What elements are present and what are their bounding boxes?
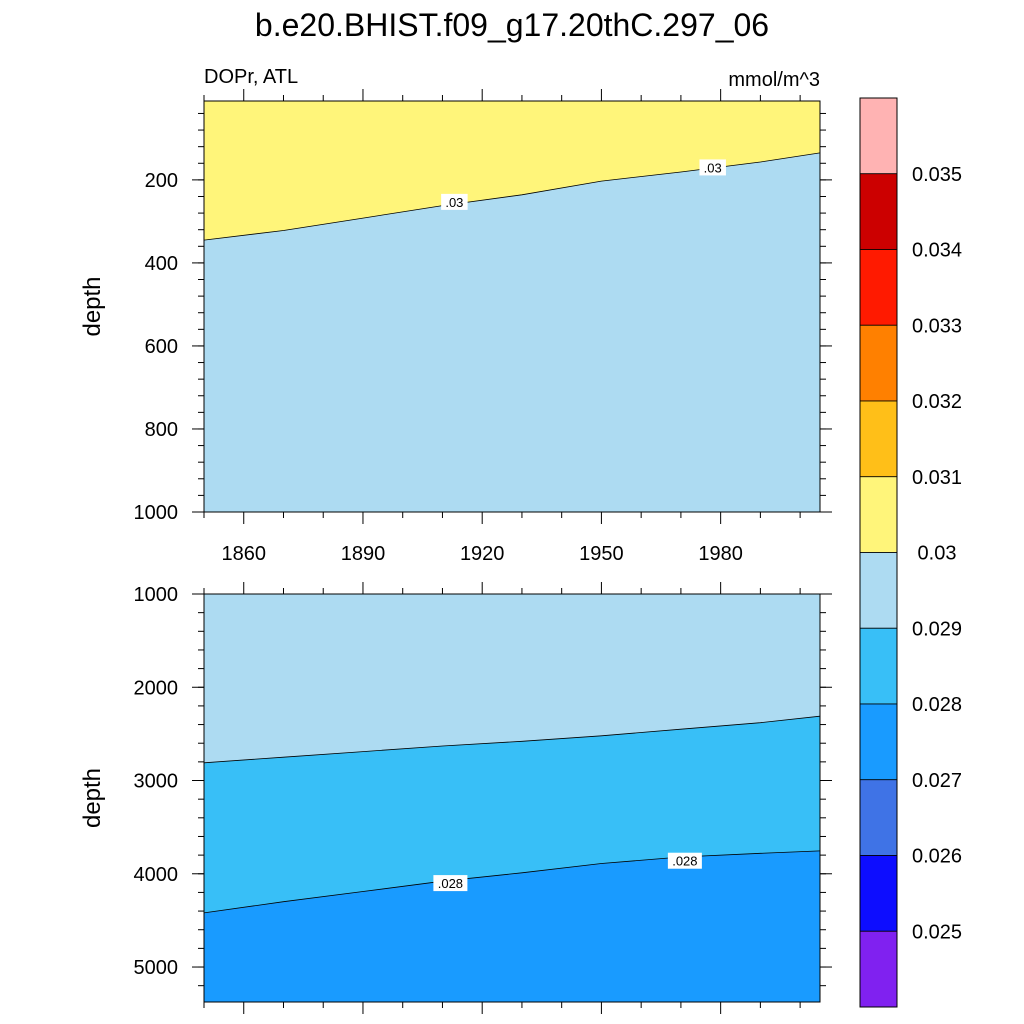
colorbar-swatch	[859, 930, 898, 1008]
x-tick-label: 1890	[341, 543, 386, 565]
contour-label: .03	[704, 160, 722, 175]
y-tick-label: 4000	[134, 864, 179, 886]
colorbar-label: 0.029	[912, 618, 962, 640]
y-axis-label: depth	[79, 768, 106, 828]
contour-label: .028	[672, 854, 697, 869]
contour-region-0.028	[204, 850, 820, 1002]
colorbar-swatch	[859, 173, 898, 250]
colorbar-label: 0.035	[912, 164, 962, 186]
colorbar-label: 0.026	[912, 846, 962, 868]
colorbar-swatch	[859, 476, 898, 553]
colorbar-swatch	[859, 97, 898, 175]
contour-line-0.028	[204, 850, 820, 914]
colorbar-label: 0.028	[912, 694, 962, 716]
contour-label-box	[433, 875, 468, 892]
colorbar-swatch	[859, 324, 898, 402]
colorbar-label: 0.03	[918, 543, 957, 565]
x-tick-label: 1980	[698, 543, 743, 565]
y-tick-label: 1000	[134, 584, 179, 606]
x-tick-label: 1920	[460, 543, 505, 565]
lower-depth-panel: .028 .028 1000 2000 3000 4000 5000 depth	[79, 582, 832, 1014]
contour-fills	[204, 594, 820, 1002]
units-label: mmol/m^3	[728, 69, 820, 91]
colorbar-swatch	[859, 552, 898, 629]
contour-line-0.03	[204, 152, 820, 241]
colorbar-label: 0.033	[912, 315, 962, 337]
y-tick-label: 3000	[134, 771, 179, 793]
plot-frame	[203, 593, 821, 1003]
colorbar-swatch	[859, 779, 898, 856]
plot-frame	[203, 100, 821, 513]
y-axis-label: depth	[79, 276, 106, 336]
contour-label: .03	[445, 195, 463, 210]
colorbar-label: 0.032	[912, 391, 962, 413]
variable-label: DOPr, ATL	[204, 66, 298, 88]
y-tick-label: 200	[145, 170, 178, 192]
y-tick-label: 2000	[134, 677, 179, 699]
colorbar-swatch	[859, 400, 898, 478]
colorbar-label: 0.027	[912, 770, 962, 792]
colorbar: 0.035 0.034 0.033 0.032 0.031 0.03 0.029 0.028 0…	[859, 97, 962, 1008]
contour-label: .028	[438, 876, 463, 891]
upper-depth-panel: .03 .03 1860 1890 1920 1950 1980 200 400 600 800 10…	[79, 89, 832, 565]
y-tick-label: 1000	[134, 502, 179, 524]
colorbar-swatch	[859, 627, 898, 705]
contour-line-0.029	[204, 715, 820, 764]
contour-region-0.03	[204, 152, 820, 512]
colorbar-swatch	[859, 249, 898, 326]
colorbar-swatch	[859, 703, 898, 781]
contour-fills	[204, 101, 820, 512]
colorbar-frame	[859, 97, 898, 1008]
contour-label-box	[699, 159, 726, 176]
contour-label-box	[667, 852, 702, 869]
x-tick-label: 1860	[221, 543, 266, 565]
y-tick-label: 600	[145, 336, 178, 358]
y-tick-label: 800	[145, 419, 178, 441]
colorbar-label: 0.034	[912, 240, 962, 262]
colorbar-label: 0.025	[912, 921, 962, 943]
colorbar-swatch	[859, 855, 898, 932]
y-tick-label: 5000	[134, 957, 179, 979]
colorbar-label: 0.031	[912, 467, 962, 489]
x-tick-label: 1950	[579, 543, 624, 565]
contour-label-box	[441, 193, 468, 210]
y-tick-label: 400	[145, 253, 178, 275]
figure-title: b.e20.BHIST.f09_g17.20thC.297_06	[255, 7, 769, 43]
